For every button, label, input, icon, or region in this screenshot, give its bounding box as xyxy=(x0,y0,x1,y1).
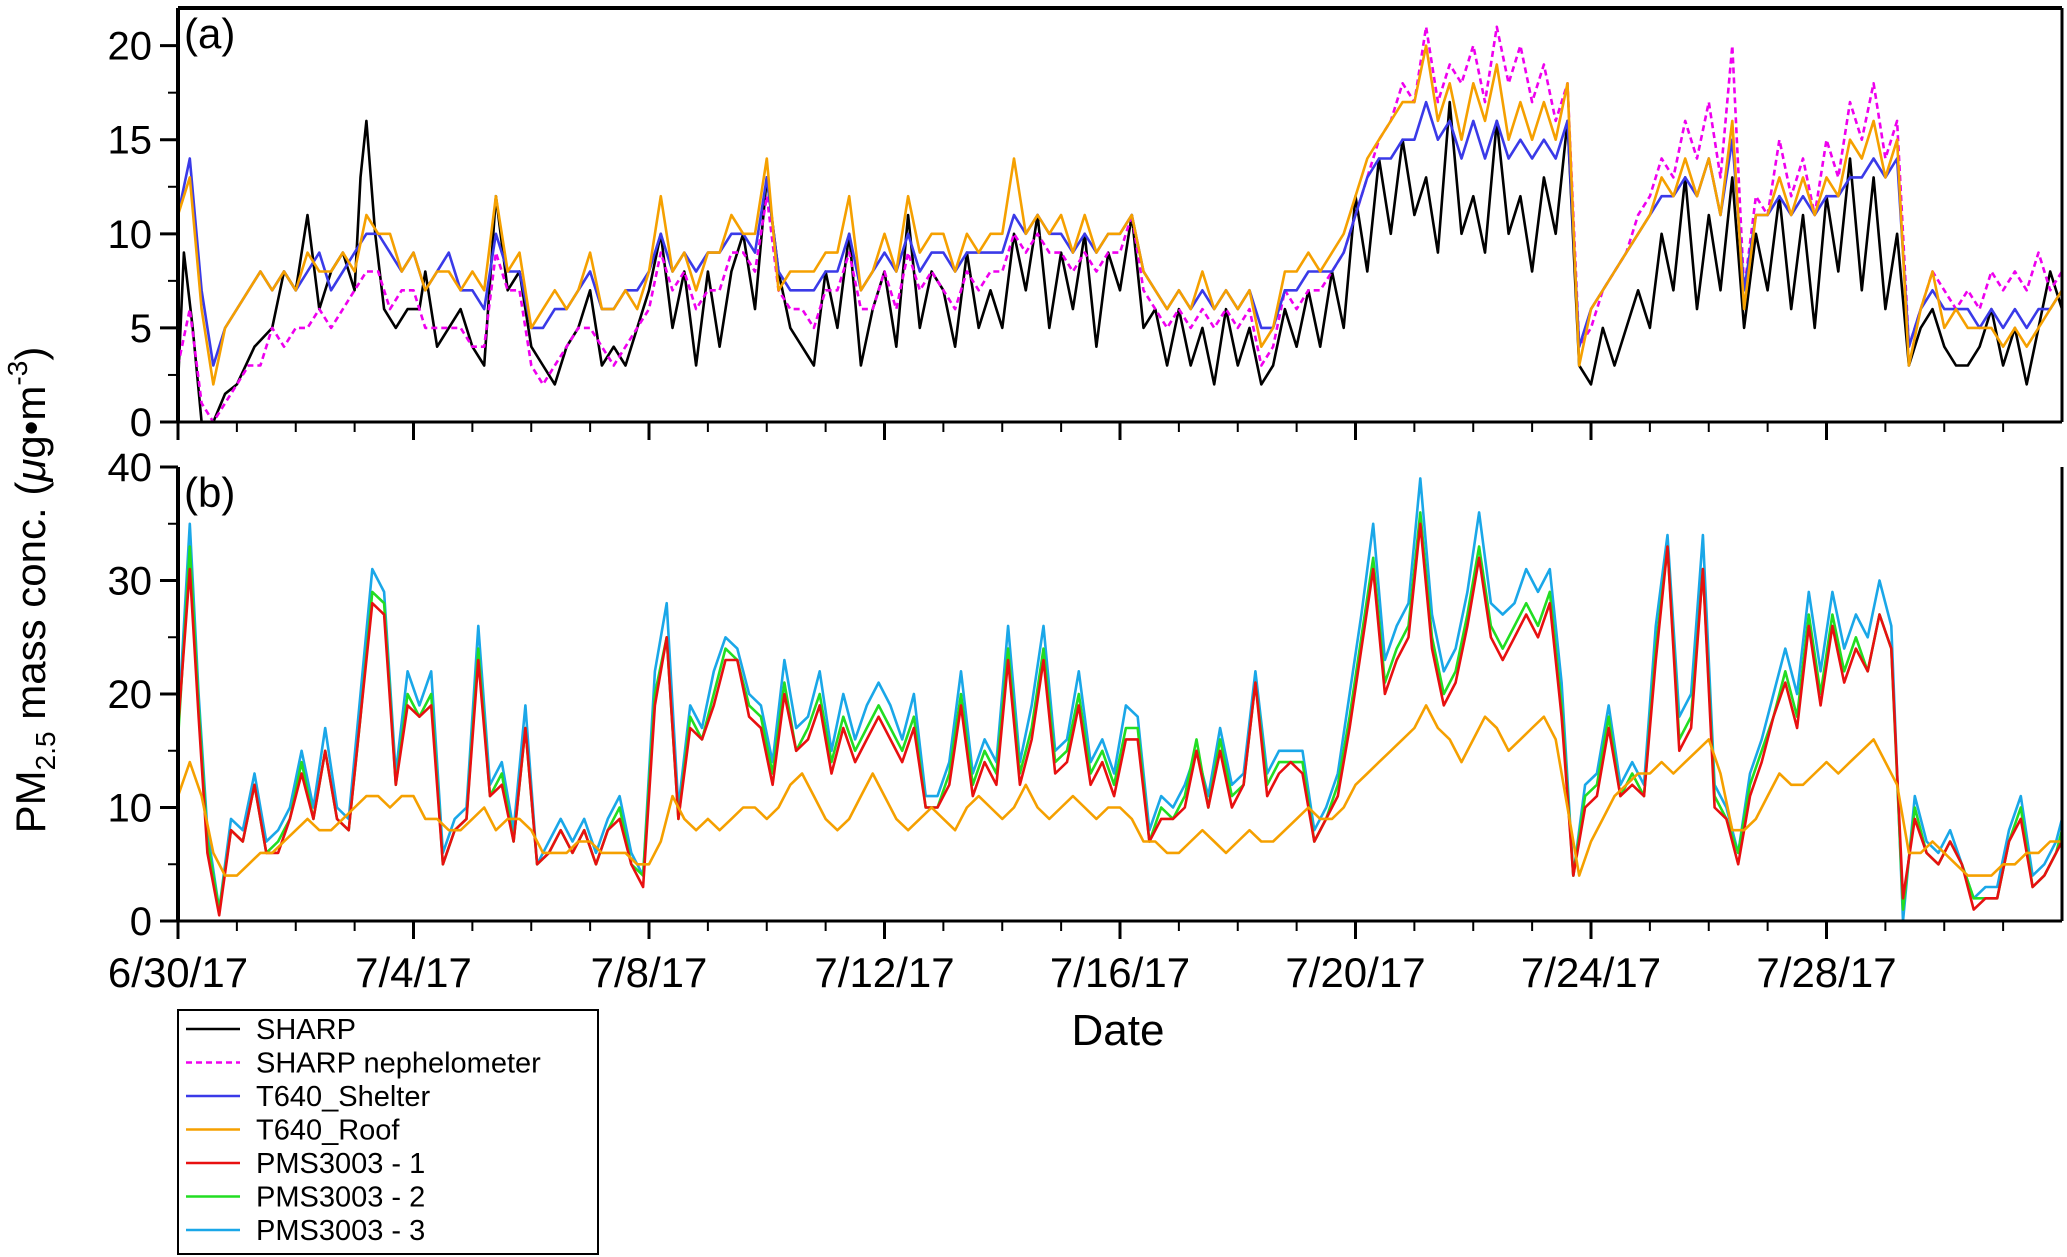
legend-label: PMS3003 - 2 xyxy=(256,1182,425,1214)
series-line-pms3003-1 xyxy=(176,522,2064,917)
y-axis-label-pm: PM xyxy=(7,770,54,833)
panel-b: 0 10 20 30 40 (b) xyxy=(108,446,2064,944)
x-axis-title: Date xyxy=(1072,1006,1165,1055)
legend-label: T640_Roof xyxy=(256,1115,400,1147)
x-tick-label: 7/20/17 xyxy=(1285,949,1425,996)
panel-label: (a) xyxy=(184,10,235,57)
legend-box xyxy=(177,1009,599,1255)
legend-label: PMS3003 - 3 xyxy=(256,1215,425,1247)
y-tick-label: 40 xyxy=(108,446,153,490)
y-axis-label-rest: mass conc. ( xyxy=(7,482,54,732)
legend-label: SHARP nephelometer xyxy=(256,1048,541,1080)
x-tick-label: 7/4/17 xyxy=(355,949,472,996)
y-tick-label: 20 xyxy=(108,25,153,69)
x-tick-label: 7/24/17 xyxy=(1521,949,1661,996)
y-axis-label: PM2.5 mass conc. (μg•m-3) xyxy=(2,347,61,834)
series-line-pms3003-2 xyxy=(176,511,2064,911)
series-line-sharp xyxy=(176,100,2064,424)
y-axis-label-mu: μ xyxy=(7,459,54,483)
legend-label: SHARP xyxy=(256,1014,356,1046)
panel-label: (b) xyxy=(184,469,235,516)
y-tick-label: 30 xyxy=(108,560,153,604)
y-tick-label: 5 xyxy=(130,307,152,351)
panel-a: 0 5 10 15 20 (a) xyxy=(108,6,2064,445)
x-tick-label: 7/8/17 xyxy=(591,949,708,996)
legend-label: PMS3003 - 1 xyxy=(256,1148,425,1180)
x-tick-label: 7/28/17 xyxy=(1756,949,1896,996)
series-line-t640-roof xyxy=(176,44,2064,386)
x-tick-label: 7/16/17 xyxy=(1050,949,1190,996)
y-axis-label-sub: 2.5 xyxy=(30,731,61,770)
y-axis-label-unit: g•m xyxy=(7,386,54,459)
x-tick-label: 6/30/17 xyxy=(108,949,248,996)
y-tick-label: 10 xyxy=(108,787,153,831)
x-tick-label: 7/12/17 xyxy=(814,949,954,996)
x-axis: 6/30/17 7/4/17 7/8/17 7/12/17 7/16/17 7/20/17… xyxy=(108,949,1897,996)
y-tick-label: 20 xyxy=(108,673,153,717)
series-line-sharp-nephelometer xyxy=(176,25,2064,424)
y-tick-label: 0 xyxy=(130,900,152,944)
y-axis-label-exp: -3 xyxy=(2,361,33,386)
y-tick-label: 15 xyxy=(108,119,153,163)
y-tick-label: 10 xyxy=(108,213,153,257)
y-tick-label: 0 xyxy=(130,401,152,445)
legend-label: T640_Shelter xyxy=(256,1081,430,1113)
series-line-t640-roof xyxy=(176,704,2062,877)
y-axis-label-close: ) xyxy=(7,347,54,361)
